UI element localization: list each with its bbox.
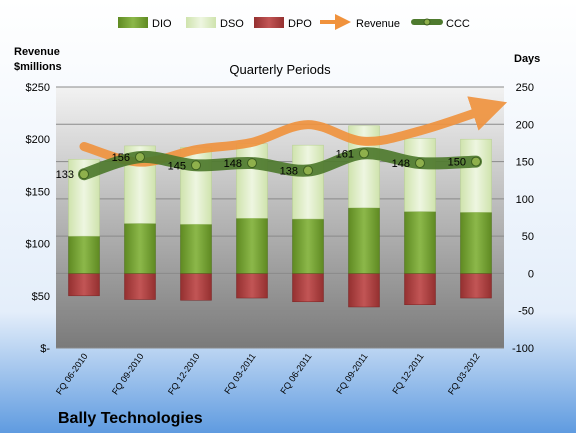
ccc-series: 133 156 145 148 138 161 148 150 bbox=[56, 147, 482, 181]
bar-dso bbox=[404, 138, 436, 212]
legend-swatch-dso bbox=[186, 17, 216, 28]
ccc-point bbox=[135, 152, 145, 163]
ccc-point bbox=[79, 169, 89, 180]
bar-dio bbox=[292, 218, 324, 274]
right-tick-label: 200 bbox=[516, 119, 534, 131]
legend: DIO DSO DPO Revenue CCC bbox=[118, 14, 470, 30]
left-tick-label: $250 bbox=[26, 82, 50, 94]
right-tick-label: 100 bbox=[516, 194, 534, 206]
bar-dso bbox=[292, 144, 324, 220]
bar-dpo bbox=[292, 273, 324, 303]
bar-dpo bbox=[236, 273, 268, 299]
left-tick-label: $- bbox=[40, 343, 50, 355]
ccc-point bbox=[303, 165, 313, 176]
legend-swatch-dio bbox=[118, 17, 148, 28]
company-name: Bally Technologies bbox=[58, 410, 203, 427]
bar-dpo bbox=[348, 273, 380, 308]
legend-label-revenue: Revenue bbox=[356, 18, 400, 30]
bar-dio bbox=[460, 212, 492, 274]
ccc-data-label: 150 bbox=[448, 157, 466, 169]
ccc-point bbox=[471, 156, 481, 167]
bar-dio bbox=[236, 217, 268, 274]
left-axis-title-line1: Revenue bbox=[14, 46, 60, 58]
ccc-data-label: 161 bbox=[336, 148, 354, 160]
left-tick-label: $200 bbox=[26, 134, 50, 146]
ccc-point bbox=[359, 148, 369, 159]
right-tick-label: 0 bbox=[528, 268, 534, 280]
bar-dio bbox=[404, 211, 436, 274]
right-tick-label: 250 bbox=[516, 82, 534, 94]
bar-dpo bbox=[404, 273, 436, 305]
legend-label-dpo: DPO bbox=[288, 18, 312, 30]
legend-label-ccc: CCC bbox=[446, 18, 470, 30]
ccc-data-label: 156 bbox=[112, 152, 130, 164]
bar-dio bbox=[348, 207, 380, 274]
ccc-data-label: 148 bbox=[392, 158, 410, 170]
right-axis-ticks: -100 -50 0 50 100 150 200 250 bbox=[512, 82, 534, 355]
left-axis-title-line2: $millions bbox=[14, 61, 62, 73]
left-tick-label: $150 bbox=[26, 186, 50, 198]
chart-title: Quarterly Periods bbox=[229, 62, 331, 77]
bar-dio bbox=[68, 235, 100, 274]
ccc-point bbox=[191, 160, 201, 171]
left-axis-ticks: $- $50 $100 $150 $200 $250 bbox=[26, 82, 51, 355]
legend-swatch-dpo bbox=[254, 17, 284, 28]
right-tick-label: 50 bbox=[522, 231, 534, 243]
ccc-data-label: 133 bbox=[56, 169, 74, 181]
right-axis-title: Days bbox=[514, 53, 540, 65]
legend-marker-ccc bbox=[423, 18, 431, 26]
left-tick-label: $100 bbox=[26, 239, 50, 251]
bar-dpo bbox=[180, 273, 212, 301]
bar-dio bbox=[180, 223, 212, 274]
bar-dpo bbox=[124, 273, 156, 300]
ccc-point bbox=[247, 158, 257, 169]
bar-dpo bbox=[68, 273, 100, 297]
right-tick-label: 150 bbox=[516, 157, 534, 169]
ccc-data-label: 145 bbox=[168, 160, 186, 172]
ccc-point bbox=[415, 158, 425, 169]
left-tick-label: $50 bbox=[32, 291, 50, 303]
ccc-data-label: 148 bbox=[224, 158, 242, 170]
bar-dio bbox=[124, 223, 156, 274]
legend-label-dio: DIO bbox=[152, 18, 172, 30]
legend-label-dso: DSO bbox=[220, 18, 244, 30]
bar-dpo bbox=[460, 273, 492, 299]
ccc-data-label: 138 bbox=[280, 166, 298, 178]
bar-dso bbox=[236, 143, 268, 219]
right-tick-label: -100 bbox=[512, 343, 534, 355]
right-tick-label: -50 bbox=[518, 306, 534, 318]
bar-dso bbox=[460, 138, 492, 213]
